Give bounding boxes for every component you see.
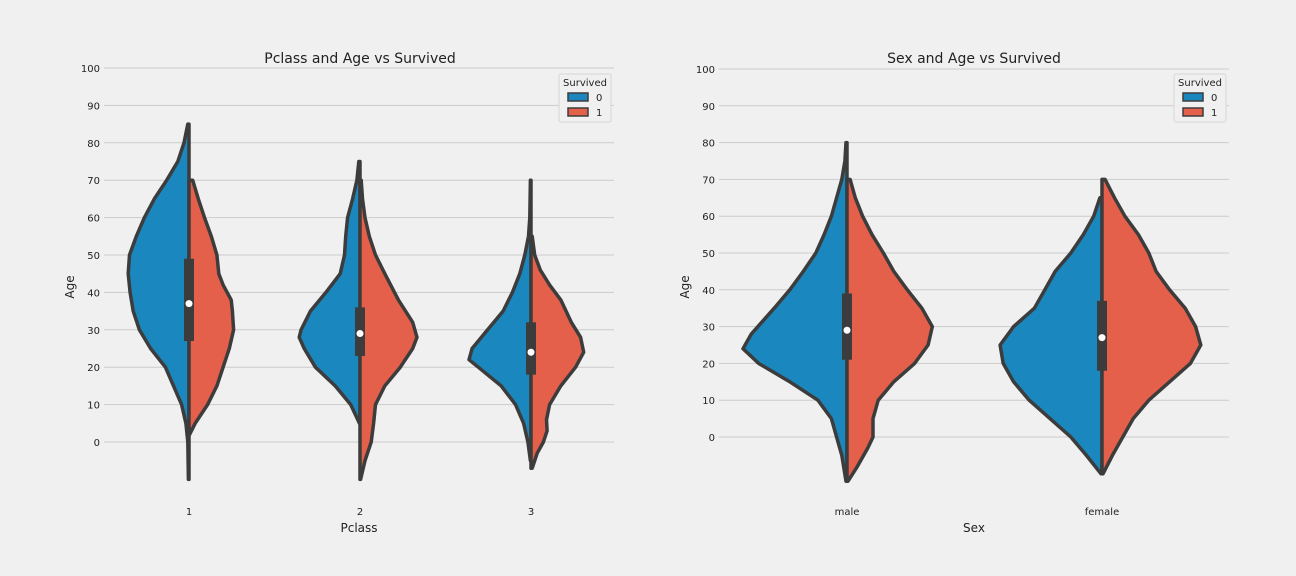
box-median [527,348,535,356]
y-tick-label: 0 [709,433,715,444]
y-tick-label: 80 [87,139,100,150]
y-tick-label: 100 [696,65,715,76]
y-tick-label: 40 [702,286,715,297]
y-tick-label: 70 [87,176,100,187]
chart-title: Pclass and Age vs Survived [264,51,455,67]
box-median [185,300,193,308]
box-iqr [526,322,536,375]
sex-age-violin-chart: Sex and Age vs Survived 0102030405060708… [678,51,1229,535]
chart-title: Sex and Age vs Survived [887,51,1061,67]
y-tick-label: 50 [702,249,715,260]
pclass-age-violin-chart: Pclass and Age vs Survived 0102030405060… [63,51,614,535]
box-median [1098,334,1106,342]
y-tick-label: 10 [87,401,100,412]
y-tick-label: 60 [87,214,100,225]
violin-half-1-female [1100,177,1203,476]
legend-swatch-0 [1182,92,1204,102]
legend-title: Survived [563,78,607,89]
x-tick-labels: male female [835,507,1120,518]
y-axis-label: Age [63,275,77,298]
legend-swatch-1 [567,107,589,117]
legend-title: Survived [1178,78,1222,89]
violins [741,140,1203,483]
x-tick-label: 3 [528,507,534,518]
x-tick-label: male [835,507,860,518]
y-tick-label: 20 [702,359,715,370]
y-tick-labels: 0 10 20 30 40 50 60 70 80 90 100 [696,65,715,444]
violin-half-1-2 [358,178,419,482]
legend-label-0: 0 [1211,93,1217,104]
violin-half-0-1 [126,122,191,482]
y-tick-label: 20 [87,363,100,374]
legend-label-1: 1 [1211,108,1217,119]
y-tick-label: 10 [702,396,715,407]
y-tick-label: 70 [702,175,715,186]
legend: Survived 0 1 [1173,73,1227,123]
box-median [843,326,851,334]
violin-half-0-female [998,196,1104,476]
legend-swatch-1 [1182,107,1204,117]
x-axis-label: Sex [963,521,985,535]
legend-label-1: 1 [596,108,602,119]
y-tick-label: 40 [87,288,100,299]
violin-half-1-male [845,177,935,483]
x-tick-labels: 1 2 3 [186,507,534,518]
x-tick-label: 2 [357,507,363,518]
legend-swatch-0 [567,92,589,102]
y-axis-label: Age [678,275,692,298]
box-median [356,330,364,338]
y-tick-label: 90 [87,101,100,112]
y-tick-label: 30 [87,326,100,337]
box-iqr [184,258,194,342]
violin-half-1-3 [529,234,586,470]
violin-half-1-1 [187,178,236,437]
y-tick-label: 80 [702,139,715,150]
y-tick-label: 50 [87,251,100,262]
y-tick-label: 60 [702,212,715,223]
violins [126,122,586,482]
x-tick-label: 1 [186,507,192,518]
y-tick-label: 0 [94,438,100,449]
boxes [184,202,536,420]
y-tick-label: 30 [702,323,715,334]
x-axis-label: Pclass [340,521,377,535]
violin-half-0-2 [297,159,362,426]
legend: Survived 0 1 [558,73,612,123]
box-iqr [842,293,852,360]
violin-half-0-male [741,140,849,483]
x-tick-label: female [1085,507,1119,518]
violin-half-0-3 [467,178,533,463]
legend-label-0: 0 [596,93,602,104]
boxes [842,238,1107,415]
y-tick-label: 90 [702,102,715,113]
y-tick-label: 100 [81,64,100,75]
y-tick-labels: 0 10 20 30 40 50 60 70 80 90 100 [81,64,100,449]
